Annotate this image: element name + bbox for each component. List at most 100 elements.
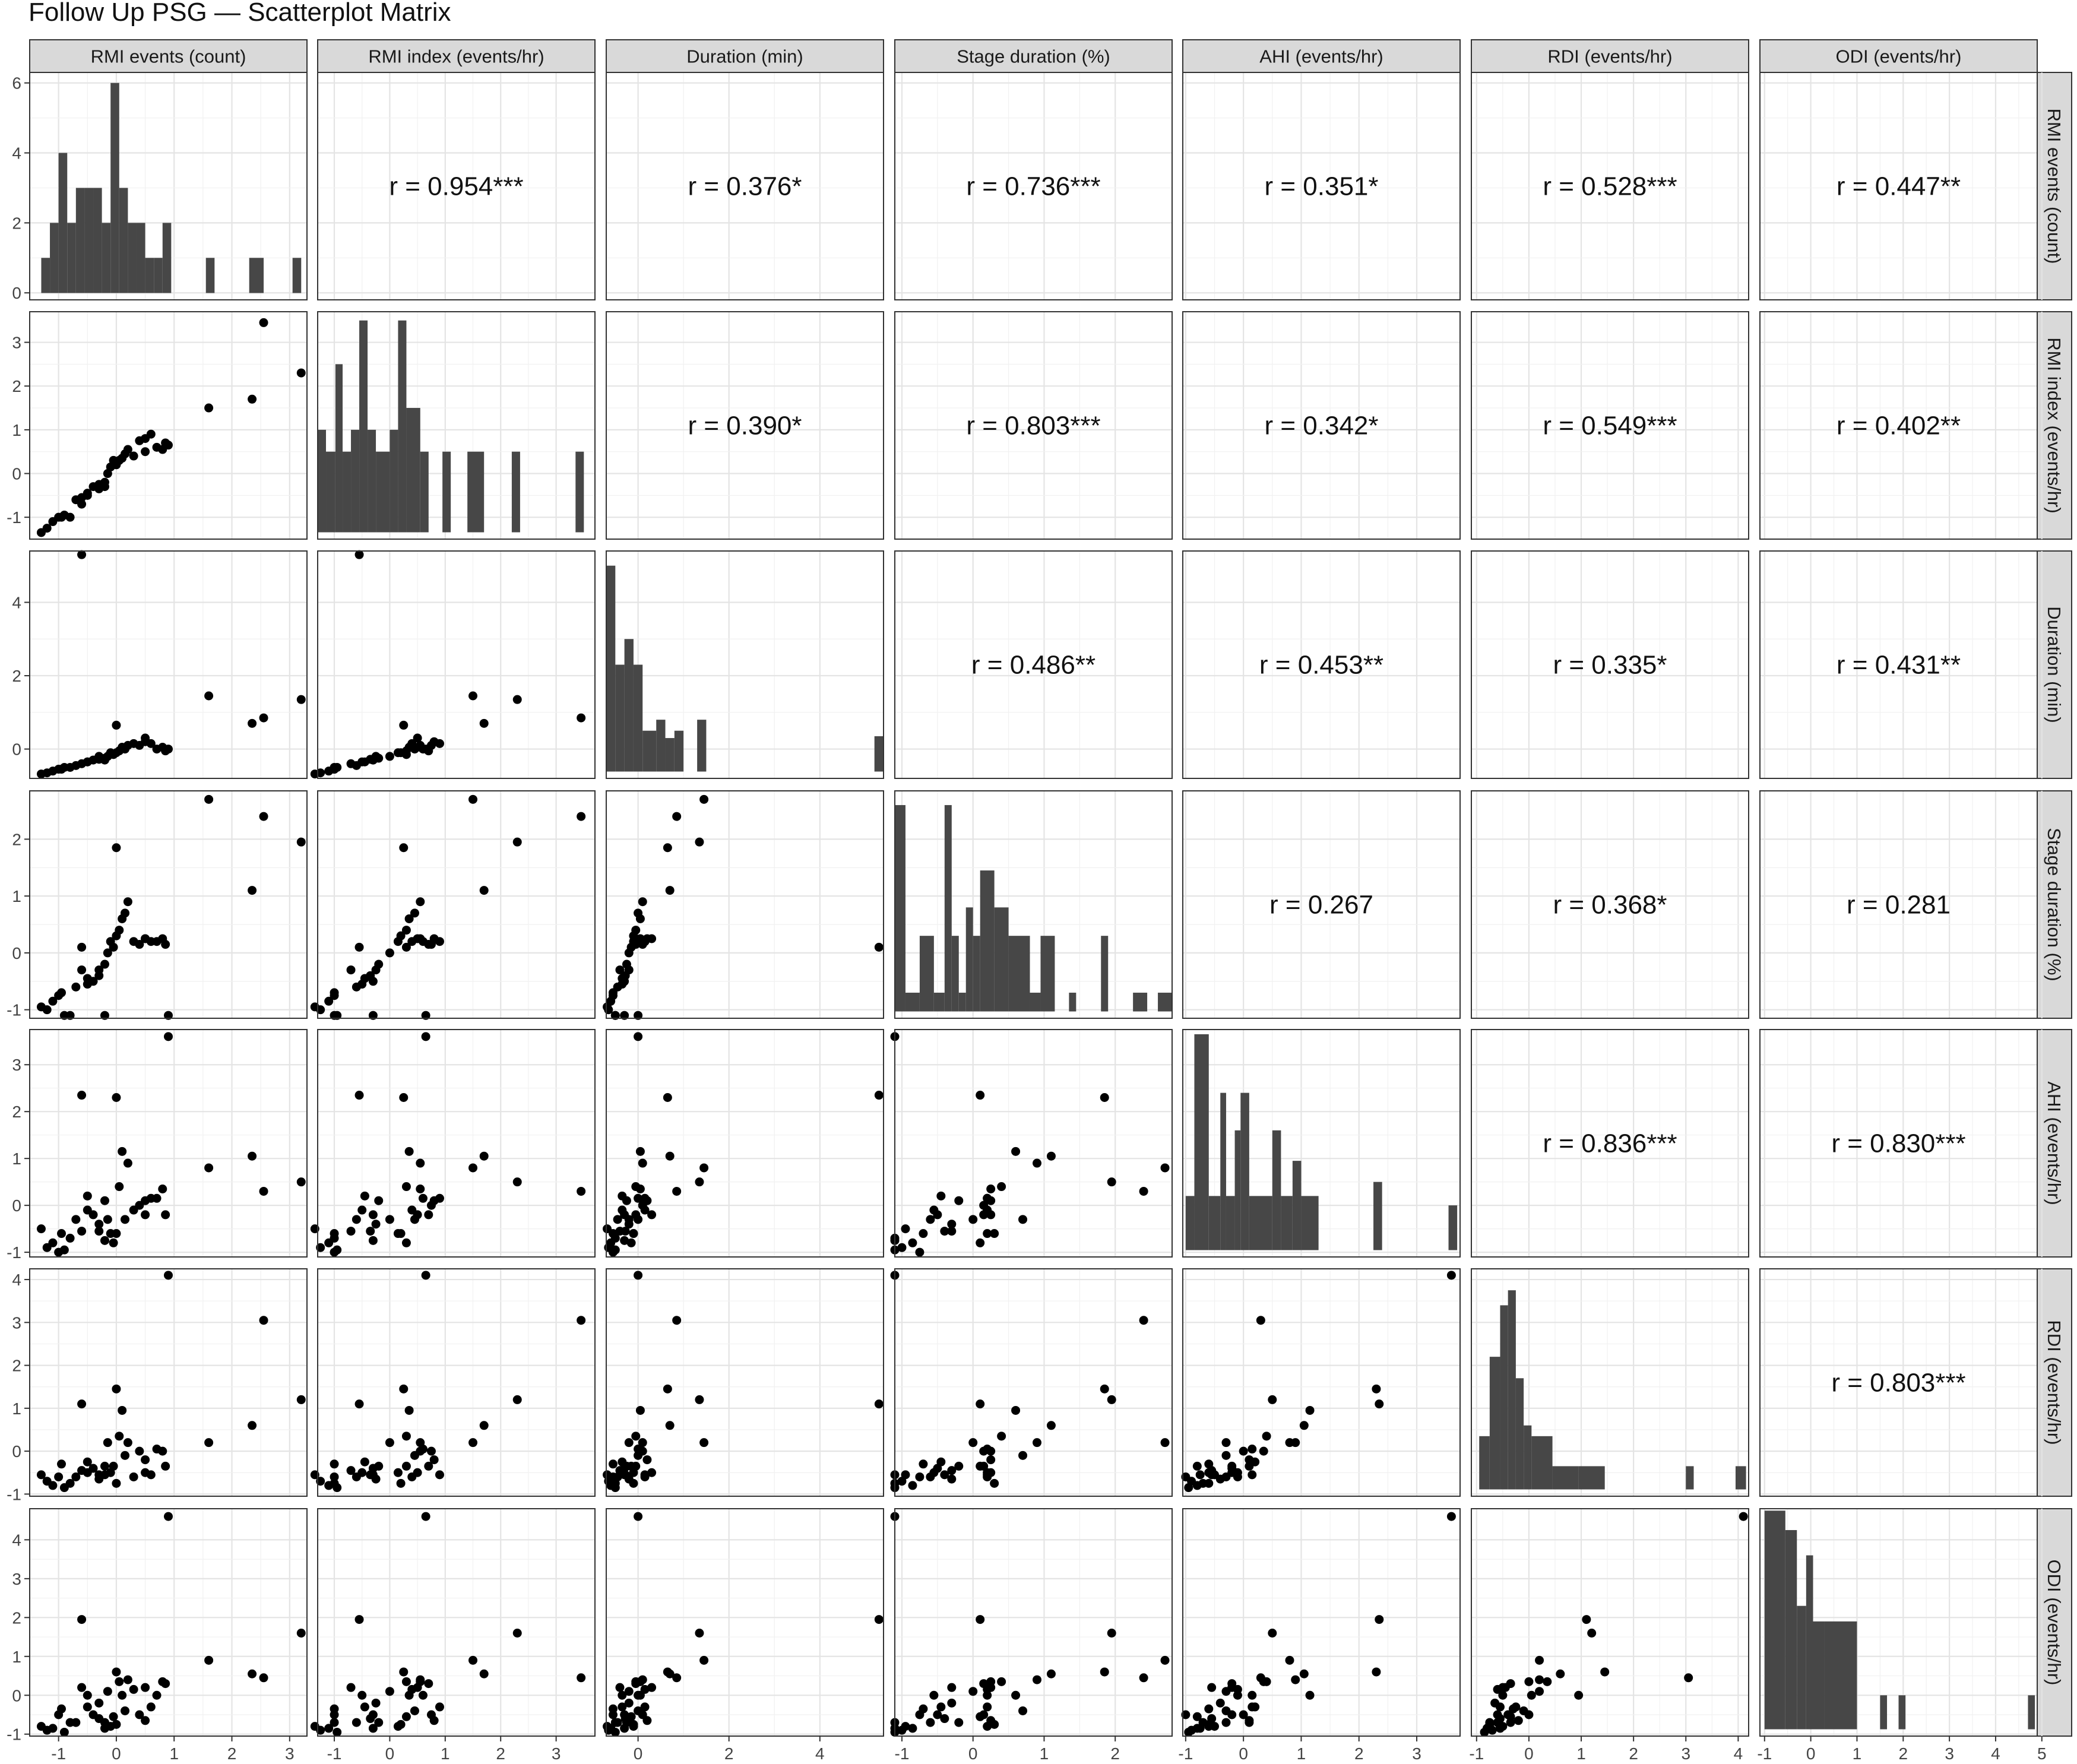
data-point	[1107, 1395, 1116, 1404]
data-point	[1245, 1461, 1254, 1471]
data-point	[146, 1702, 156, 1712]
data-point	[421, 1032, 430, 1041]
histogram-bar	[973, 936, 980, 1012]
data-point	[330, 1459, 339, 1469]
data-point	[161, 1679, 170, 1689]
gridlines	[1760, 72, 2043, 300]
data-point	[48, 1724, 58, 1733]
histogram-bar	[335, 364, 343, 533]
data-point	[1587, 1629, 1597, 1638]
gridlines	[1183, 551, 1460, 778]
row-strip: RMI events (count)	[2037, 72, 2072, 300]
panel-4-2	[603, 1029, 884, 1258]
data-point	[141, 1716, 150, 1725]
data-point	[401, 1461, 411, 1471]
row-strip-label: Duration (min)	[2044, 606, 2065, 723]
data-point	[36, 1470, 46, 1480]
panel-0-3: r = 0.736***	[894, 72, 1173, 300]
data-point	[141, 1455, 150, 1465]
data-point	[926, 1718, 935, 1727]
gridlines	[318, 1269, 595, 1496]
histogram-bar	[1008, 936, 1030, 1012]
panel-1-0	[29, 311, 308, 540]
y-tick-label: 1	[12, 1648, 21, 1666]
data-point	[954, 1196, 964, 1205]
data-point	[1245, 1455, 1254, 1465]
data-point	[109, 942, 118, 952]
data-point	[164, 1271, 173, 1280]
data-point	[1574, 1690, 1584, 1700]
gridlines	[1471, 312, 1749, 539]
panel-4-4	[1182, 1029, 1461, 1258]
data-point	[164, 1032, 173, 1041]
data-point	[248, 1669, 257, 1679]
histogram-bar	[1194, 1034, 1209, 1250]
data-point	[164, 1011, 173, 1020]
data-point	[94, 965, 104, 975]
data-point	[368, 1210, 378, 1220]
data-point	[1372, 1384, 1381, 1394]
data-point	[366, 971, 375, 980]
x-tick-label: 2	[1898, 1744, 1908, 1763]
data-point	[103, 948, 112, 958]
data-point	[100, 1196, 109, 1205]
histogram-bar	[75, 188, 85, 293]
histogram-bar	[624, 639, 634, 772]
data-point	[401, 1677, 411, 1686]
data-point	[1221, 1451, 1231, 1460]
data-point	[577, 812, 586, 821]
x-tick-label: 3	[1681, 1744, 1690, 1763]
x-axis: -1 0 1 2	[895, 1736, 1120, 1763]
data-point	[1299, 1669, 1309, 1679]
data-point	[1285, 1438, 1294, 1448]
y-tick-label: 6	[12, 74, 21, 93]
y-axis: 0 2 4 6	[12, 74, 30, 302]
y-tick-label: -1	[7, 1001, 21, 1019]
correlation-label: r = 0.549***	[1543, 411, 1677, 441]
gridlines	[606, 72, 884, 300]
data-point	[983, 1690, 992, 1700]
data-point	[699, 1163, 709, 1173]
data-point	[396, 1478, 406, 1488]
data-point	[421, 745, 430, 754]
histogram-bar	[1524, 1425, 1532, 1490]
data-point	[1100, 1384, 1109, 1394]
y-axis: -1 0 1 2 3 4	[7, 1271, 30, 1503]
data-point	[112, 843, 121, 853]
data-point	[1195, 1470, 1205, 1480]
y-axis: -1 0 1 2	[7, 830, 30, 1019]
data-point	[83, 490, 92, 500]
data-point	[1375, 1615, 1384, 1624]
panel-3-6: r = 0.281	[1759, 790, 2043, 1019]
data-point	[330, 1718, 339, 1727]
data-point	[1011, 1405, 1021, 1415]
data-point	[164, 745, 173, 754]
data-point	[1139, 1316, 1148, 1325]
data-point	[146, 739, 156, 748]
panel-2-3: r = 0.486**	[894, 550, 1173, 779]
data-point	[357, 1468, 367, 1477]
panel-1-2: r = 0.390*	[606, 311, 884, 540]
data-point	[577, 1673, 586, 1683]
data-point	[672, 1673, 682, 1683]
data-point	[699, 1655, 709, 1665]
x-tick-label: 1	[1853, 1744, 1862, 1763]
x-tick-label: 1	[1297, 1744, 1306, 1763]
gridlines	[606, 312, 884, 539]
data-point	[699, 794, 709, 804]
data-point	[259, 1316, 268, 1325]
data-point	[48, 1238, 58, 1247]
data-point	[1100, 1667, 1109, 1677]
histogram-bar	[1448, 1205, 1458, 1250]
data-point	[435, 1702, 444, 1712]
histogram-bar	[1226, 1196, 1235, 1250]
data-point	[1524, 1677, 1534, 1686]
data-point	[164, 441, 173, 450]
data-point	[71, 1718, 81, 1727]
data-point	[635, 1184, 645, 1193]
data-point	[936, 1702, 946, 1712]
data-point	[413, 1468, 422, 1477]
data-point	[1514, 1716, 1523, 1725]
data-point	[631, 926, 641, 935]
data-point	[1446, 1271, 1456, 1280]
